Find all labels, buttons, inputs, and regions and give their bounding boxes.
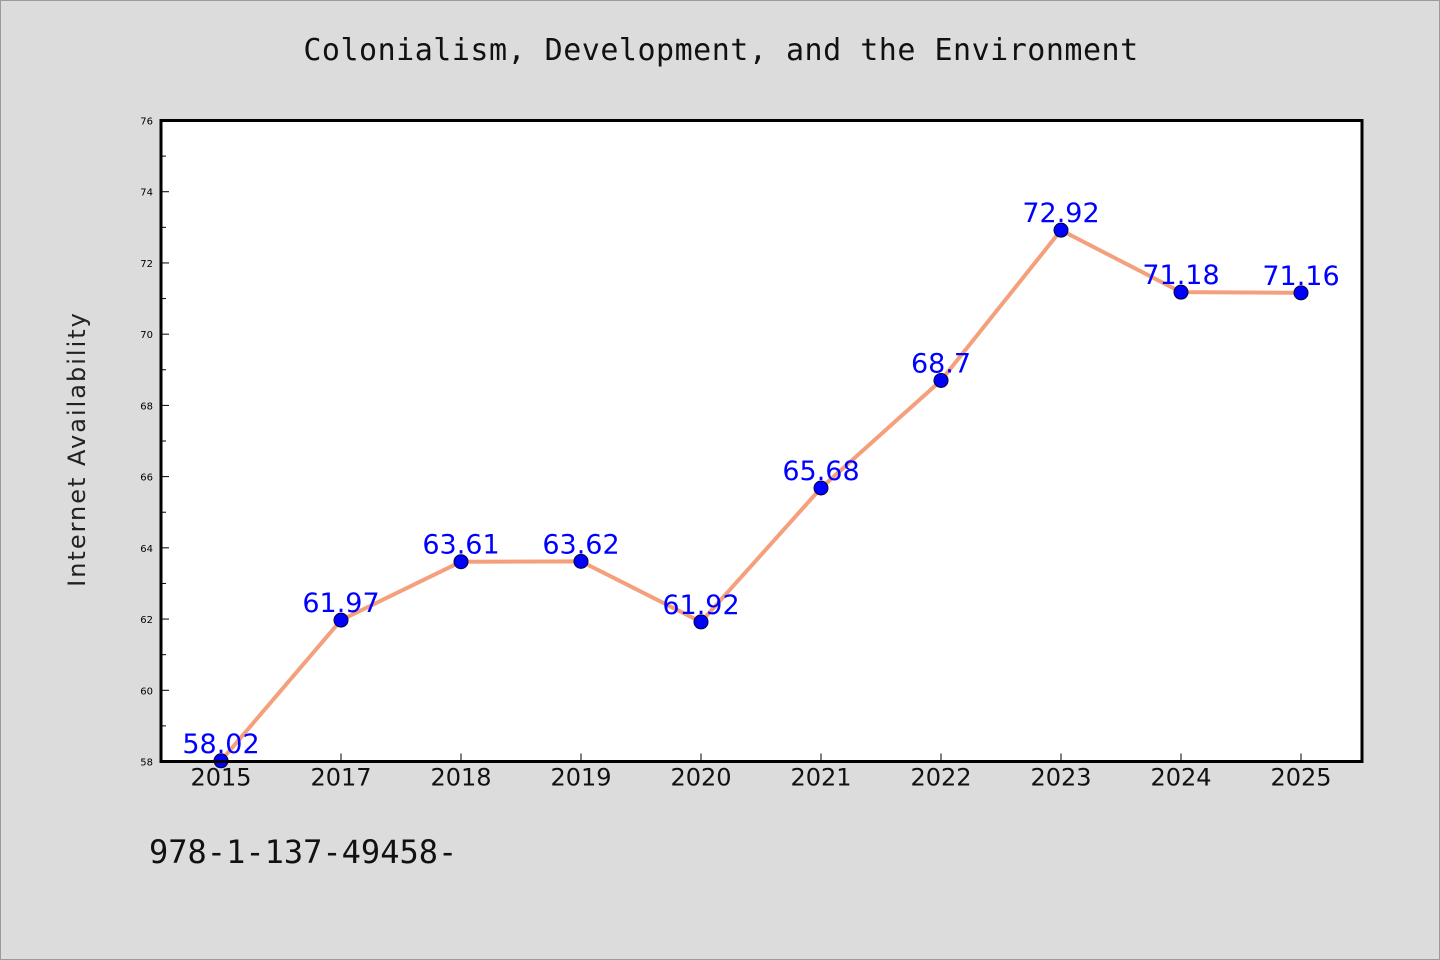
data-labels: 58.02 61.97 63.61 63.62 61.92 65.68 68.7 72.92 7…	[182, 198, 1339, 760]
y-tick-label: 68	[140, 401, 153, 412]
x-tick-label: 2023	[1030, 764, 1091, 792]
data-point	[453, 554, 469, 570]
x-tick-label: 2025	[1270, 764, 1331, 792]
data-point	[573, 553, 589, 569]
data-label: 68.7	[911, 348, 971, 379]
y-tick-label: 58	[140, 758, 153, 769]
plot-frame	[159, 119, 1364, 763]
x-tick-label: 2018	[430, 764, 491, 792]
x-tick-label: 2021	[790, 764, 851, 792]
x-tick-label: 2024	[1150, 764, 1211, 792]
data-point	[333, 612, 349, 628]
data-label: 71.16	[1262, 261, 1339, 292]
data-label: 65.68	[782, 456, 859, 487]
data-label: 61.92	[662, 590, 739, 621]
data-label: 63.62	[542, 529, 619, 560]
series-markers	[213, 222, 1309, 769]
data-label: 72.92	[1022, 198, 1099, 229]
data-point	[693, 614, 709, 630]
x-tick-label: 2020	[670, 764, 731, 792]
data-label: 63.61	[422, 530, 499, 561]
data-label: 61.97	[302, 588, 379, 619]
data-label: 71.18	[1142, 260, 1219, 291]
data-point	[1173, 284, 1189, 300]
data-point	[1053, 222, 1069, 238]
x-tick-label: 2019	[550, 764, 611, 792]
y-tick-label: 76	[140, 117, 153, 128]
x-axis: 2015 2017 2018 2019 2020 2021 2022 2023 2024 2025	[190, 753, 1332, 792]
y-tick-label: 64	[140, 544, 153, 555]
y-tick-label: 66	[140, 473, 153, 484]
y-tick-label: 60	[140, 686, 153, 697]
y-tick-label: 70	[140, 330, 153, 341]
data-point	[1293, 285, 1309, 301]
series-line	[219, 228, 1303, 763]
data-point	[933, 372, 949, 388]
footer-code: 978-1-137-49458-	[149, 833, 458, 871]
plot-area	[161, 120, 1362, 762]
chart-title: Colonialism, Development, and the Enviro…	[303, 33, 1139, 68]
y-tick-label: 62	[140, 615, 153, 626]
x-tick-label: 2022	[910, 764, 971, 792]
data-point	[813, 480, 829, 496]
y-tick-label: 72	[140, 259, 153, 270]
y-tick-label: 74	[140, 188, 153, 199]
x-tick-label: 2017	[310, 764, 371, 792]
data-label: 58.02	[182, 729, 259, 760]
